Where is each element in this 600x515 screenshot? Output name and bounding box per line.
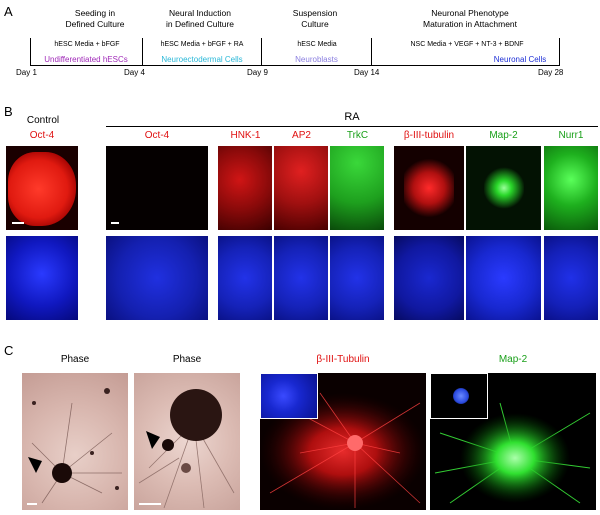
nurr1-image bbox=[544, 146, 598, 230]
panel-c-label-map2: Map-2 bbox=[498, 354, 528, 365]
stage-seeding: Seeding in Defined Culture bbox=[40, 8, 150, 30]
beta3-tubulin-image bbox=[394, 146, 464, 230]
beta3-tubulin-dapi-image bbox=[394, 236, 464, 320]
timeline-tick-day28 bbox=[559, 38, 560, 66]
stage-seeding-line1: Seeding in bbox=[74, 8, 116, 18]
beta3-tubulin-inset-image bbox=[260, 373, 318, 419]
phase-image-2 bbox=[134, 373, 240, 510]
ra-oct4-dapi-image bbox=[106, 236, 208, 320]
stage-suspension-line2: Culture bbox=[301, 19, 329, 29]
hnk1-image bbox=[218, 146, 272, 230]
timeline-tick-day1 bbox=[30, 38, 31, 66]
stage-suspension: Suspension Culture bbox=[265, 8, 365, 30]
marker-label-map2: Map-2 bbox=[489, 130, 518, 141]
ap2-image bbox=[274, 146, 328, 230]
map2-dapi-image bbox=[466, 236, 541, 320]
cell-stage-2: Neuroectodermal Cells bbox=[161, 55, 243, 64]
day-label-4: Day 4 bbox=[124, 68, 145, 77]
stage-maturation-line2: Maturation in Attachment bbox=[422, 19, 518, 29]
marker-label-oct4: Oct-4 bbox=[144, 130, 170, 141]
marker-label-hnk1: HNK-1 bbox=[230, 130, 261, 141]
scale-bar bbox=[12, 222, 24, 224]
marker-label-control-oct4: Oct-4 bbox=[29, 130, 55, 141]
control-dapi-image bbox=[6, 236, 78, 320]
timeline-line bbox=[30, 65, 560, 66]
day-label-14: Day 14 bbox=[354, 68, 380, 77]
timeline-tick-day14 bbox=[371, 38, 372, 66]
marker-label-trkc: TrkC bbox=[346, 130, 369, 141]
map2-image bbox=[466, 146, 541, 230]
day-label-1: Day 1 bbox=[16, 68, 37, 77]
media-2: hESC Media + bFGF + RA bbox=[160, 41, 244, 48]
stage-neural-induction-line2: in Defined Culture bbox=[165, 19, 235, 29]
day-label-9: Day 9 bbox=[247, 68, 268, 77]
media-1: hESC Media + bFGF bbox=[54, 41, 120, 48]
panel-c-letter: C bbox=[4, 343, 14, 358]
cell-stage-1: Undifferentiated hESCs bbox=[44, 55, 128, 64]
marker-label-nurr1: Nurr1 bbox=[558, 130, 584, 141]
ap2-dapi-image bbox=[274, 236, 328, 320]
control-oct4-image bbox=[6, 146, 78, 230]
panel-b-letter: B bbox=[4, 104, 13, 119]
map2-large-image bbox=[430, 373, 596, 510]
trkc-dapi-image bbox=[330, 236, 384, 320]
nurr1-dapi-image bbox=[544, 236, 598, 320]
cell-stage-4: Neuronal Cells bbox=[493, 55, 547, 64]
scale-bar bbox=[139, 503, 161, 505]
media-4: NSC Media + VEGF + NT-3 + BDNF bbox=[410, 41, 524, 48]
panel-c-label-beta3-tubulin: β-III-Tubulin bbox=[316, 354, 370, 365]
map2-inset-image bbox=[430, 373, 488, 419]
stage-neural-induction-line1: Neural Induction bbox=[169, 8, 231, 18]
panel-a-letter: A bbox=[4, 4, 13, 19]
scale-bar bbox=[111, 222, 119, 224]
marker-label-ap2: AP2 bbox=[292, 130, 311, 141]
media-3: hESC Media bbox=[297, 41, 337, 48]
phase-image-1 bbox=[22, 373, 128, 510]
timeline-tick-day4 bbox=[142, 38, 143, 66]
stage-maturation-line1: Neuronal Phenotype bbox=[431, 8, 509, 18]
beta3-tubulin-large-image bbox=[260, 373, 426, 510]
control-label: Control bbox=[26, 115, 60, 126]
hnk1-dapi-image bbox=[218, 236, 272, 320]
arrowhead-icon bbox=[146, 431, 160, 449]
trkc-image bbox=[330, 146, 384, 230]
stage-suspension-line1: Suspension bbox=[292, 8, 338, 18]
stage-neural-induction: Neural Induction in Defined Culture bbox=[140, 8, 260, 30]
cell-stage-3: Neuroblasts bbox=[295, 55, 338, 64]
stage-seeding-line2: Defined Culture bbox=[65, 19, 125, 29]
day-label-28: Day 28 bbox=[538, 68, 564, 77]
ra-bracket-line bbox=[106, 126, 598, 127]
ra-label: RA bbox=[344, 111, 360, 123]
stage-maturation: Neuronal Phenotype Maturation in Attachm… bbox=[385, 8, 555, 30]
timeline-tick-day9 bbox=[261, 38, 262, 66]
scale-bar bbox=[27, 503, 37, 505]
ra-oct4-image bbox=[106, 146, 208, 230]
marker-label-beta3-tubulin: β-III-tubulin bbox=[403, 130, 455, 141]
arrowhead-icon bbox=[28, 457, 42, 473]
panel-c-label-phase-2: Phase bbox=[172, 354, 202, 365]
panel-c-label-phase-1: Phase bbox=[60, 354, 90, 365]
